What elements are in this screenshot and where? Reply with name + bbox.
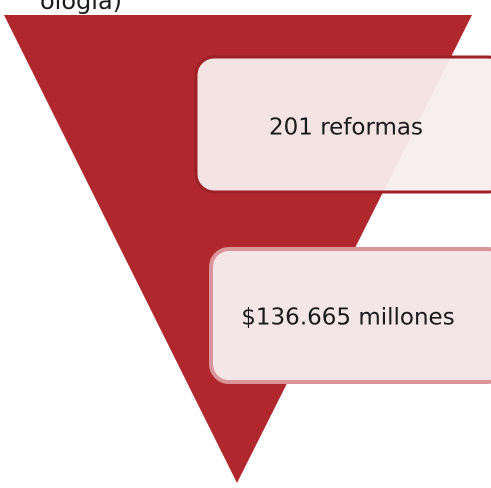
box-2-label: $136.665 millones — [241, 305, 454, 331]
box-1-label: 201 reformas — [269, 115, 423, 141]
box-2 — [209, 247, 491, 384]
box-1 — [194, 55, 491, 194]
cropped-title: ología) — [40, 0, 122, 15]
